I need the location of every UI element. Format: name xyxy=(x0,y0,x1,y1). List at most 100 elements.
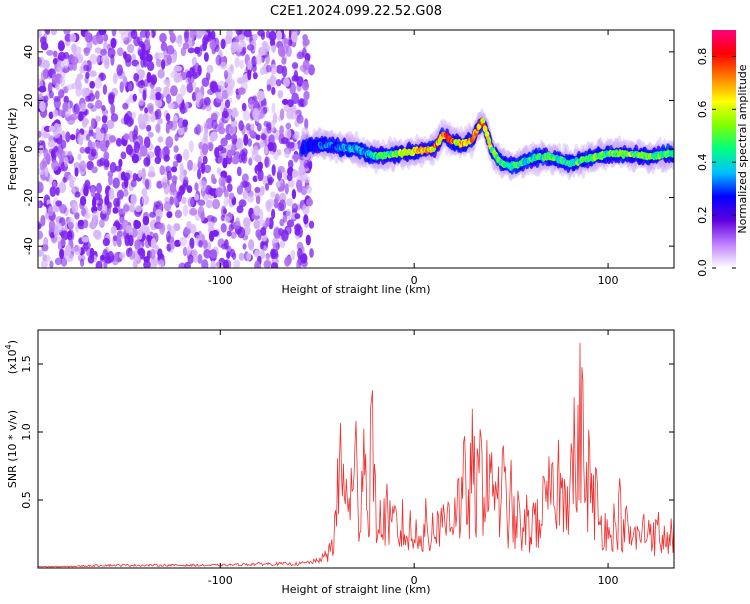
heatmap-noise-cell xyxy=(286,198,293,207)
heatmap-noise-cell xyxy=(197,254,203,264)
heatmap-noise-cell xyxy=(209,133,215,143)
heatmap-noise-cell xyxy=(157,248,163,259)
heatmap-noise-cell xyxy=(270,64,277,75)
heatmap-noise-cell xyxy=(43,132,51,139)
heatmap-noise-cell xyxy=(247,138,252,147)
heatmap-noise-cell xyxy=(83,185,89,197)
heatmap-noise-cell xyxy=(143,259,151,268)
heatmap-noise-cell xyxy=(74,167,79,177)
heatmap-noise-cell xyxy=(145,30,150,39)
heatmap-noise-cell xyxy=(89,80,96,89)
heatmap-noise-cell xyxy=(128,82,133,91)
heatmap-noise-cell xyxy=(296,183,303,193)
heatmap-noise-cell xyxy=(67,232,73,241)
heatmap-noise-cell xyxy=(241,102,247,112)
heatmap-noise-cell xyxy=(158,259,165,268)
heatmap-noise-cell xyxy=(231,252,237,260)
heatmap-noise-cell xyxy=(110,113,119,122)
heatmap-noise-cell xyxy=(51,159,59,171)
heatmap-noise-cell xyxy=(180,47,187,57)
heatmap-noise-cell xyxy=(89,53,98,65)
heatmap-noise-cell xyxy=(241,173,249,183)
heatmap-noise-cell xyxy=(148,165,155,175)
heatmap-noise-cell xyxy=(186,246,192,255)
heatmap-noise-cell xyxy=(271,208,276,220)
heatmap-noise-cell xyxy=(60,257,68,267)
heatmap-noise-cell xyxy=(235,137,244,150)
heatmap-noise-cell xyxy=(226,85,234,97)
heatmap-noise-cell xyxy=(276,149,282,156)
heatmap-noise-cell xyxy=(54,257,63,266)
heatmap-noise-cell xyxy=(130,30,138,40)
heatmap-noise-cell xyxy=(243,30,252,38)
snr-multiplier-base: (x10 xyxy=(6,349,19,374)
heatmap-noise-cell xyxy=(91,219,97,228)
heatmap-noise-cell xyxy=(55,82,60,91)
heatmap-noise-cell xyxy=(171,175,178,182)
colorbar-gradient xyxy=(712,30,736,268)
heatmap-noise-cell xyxy=(122,102,129,110)
x-tick-label: 100 xyxy=(598,274,619,287)
heatmap-noise-cell xyxy=(200,180,207,192)
heatmap-noise-cell xyxy=(92,210,99,220)
heatmap-noise-cell xyxy=(231,133,238,145)
heatmap-noise-cell xyxy=(38,249,44,257)
heatmap-noise-cell xyxy=(155,91,162,101)
heatmap-noise-cell xyxy=(103,41,108,52)
heatmap-noise-cell xyxy=(298,98,306,107)
snr-panel: -100 0 100 0.5 1.0 1.5 Height of straight li… xyxy=(4,329,675,596)
heatmap-noise-cell xyxy=(144,179,150,190)
heatmap-noise-cell xyxy=(197,168,202,180)
heatmap-noise-cell xyxy=(38,181,44,193)
heatmap-noise-cell xyxy=(123,113,130,125)
heatmap-noise-cell xyxy=(59,76,65,87)
heatmap-noise-cell xyxy=(247,59,252,71)
heatmap-noise-cell xyxy=(296,114,304,124)
heatmap-noise-cell xyxy=(159,32,167,43)
heatmap-noise-cell xyxy=(279,240,286,249)
heatmap-noise-cell xyxy=(270,249,279,258)
heatmap-noise-cell xyxy=(206,64,214,74)
heatmap-noise-cell xyxy=(97,203,103,212)
heatmap-noise-cell xyxy=(292,133,300,140)
heatmap-noise-cell xyxy=(53,95,61,102)
heatmap-noise-cell xyxy=(297,255,302,267)
heatmap-noise-cell xyxy=(296,241,304,251)
heatmap-noise-cell xyxy=(146,234,151,242)
heatmap-noise-cell xyxy=(82,219,89,229)
heatmap-noise-cell xyxy=(95,99,103,109)
heatmap-noise-cell xyxy=(255,134,261,141)
heatmap-noise-cell xyxy=(122,202,130,214)
heatmap-noise-cell xyxy=(78,111,84,122)
heatmap-noise-cell xyxy=(254,249,260,258)
heatmap-noise-cell xyxy=(226,67,235,76)
heatmap-noise-cell xyxy=(275,181,281,188)
y-tick-label: -40 xyxy=(22,237,35,255)
heatmap-noise-cell xyxy=(281,229,289,242)
heatmap-noise-cell xyxy=(187,197,195,208)
heatmap-noise-cell xyxy=(102,249,109,260)
heatmap-noise-cell xyxy=(120,151,127,160)
heatmap-noise-cell xyxy=(47,205,54,217)
heatmap-noise-cell xyxy=(174,133,179,142)
heatmap-noise-cell xyxy=(286,108,294,119)
heatmap-noise-cell xyxy=(116,235,122,246)
heatmap-noise-cell xyxy=(242,190,248,200)
heatmap-noise-cell xyxy=(100,127,106,134)
heatmap-noise-cell xyxy=(191,163,198,172)
heatmap-noise-cell xyxy=(265,64,272,73)
heatmap-noise-cell xyxy=(230,144,236,155)
heatmap-noise-cell xyxy=(239,149,244,157)
heatmap-noise-cell xyxy=(114,165,122,172)
heatmap-noise-cell xyxy=(79,160,87,173)
heatmap-noise-cell xyxy=(71,61,77,71)
heatmap-noise-cell xyxy=(82,118,90,126)
heatmap-noise-cell xyxy=(269,38,276,47)
heatmap-noise-cell xyxy=(251,213,256,220)
heatmap-noise-cell xyxy=(235,30,243,36)
snr-y-ticks: 0.5 1.0 1.5 xyxy=(20,355,674,509)
heatmap-noise-cell xyxy=(189,207,198,216)
heatmap-noise-cell xyxy=(137,228,143,240)
heatmap-noise-cell xyxy=(178,126,185,136)
y-tick-label: 40 xyxy=(22,45,35,59)
